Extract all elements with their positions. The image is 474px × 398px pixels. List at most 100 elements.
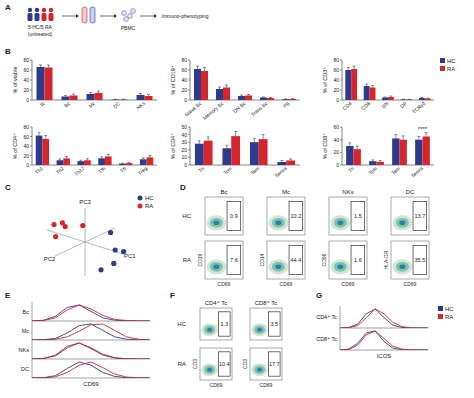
cell-icon [124, 17, 129, 22]
bar [400, 140, 407, 165]
density-contour [207, 259, 227, 274]
y-tick-label: 60 [23, 134, 29, 140]
gate-percentage: 0.9 [230, 213, 238, 219]
bar [37, 67, 45, 100]
density-contour [337, 221, 343, 226]
bar [204, 141, 213, 165]
bar [147, 157, 154, 165]
legend-swatch [438, 306, 443, 311]
y-tick [340, 80, 342, 81]
axis-label: PC2 [44, 256, 56, 262]
bar [406, 99, 412, 100]
gate-percentage: 3.5 [270, 321, 278, 327]
x-tick-label: Tn [347, 165, 355, 173]
histogram-curve [32, 324, 150, 340]
x-tick-label: DP [399, 100, 409, 109]
tube-icon [82, 7, 87, 23]
histogram-curve [32, 362, 150, 378]
bar [105, 156, 112, 165]
error-bar [420, 97, 423, 99]
legend-label: RA [445, 314, 453, 320]
point [53, 234, 58, 239]
gate-percentage: 35.5 [415, 257, 426, 263]
density-contour [334, 262, 347, 272]
histogram-curve [340, 309, 428, 328]
column-title: Mc [282, 189, 290, 195]
annotation: **** [418, 126, 428, 132]
panel-letter: E [5, 291, 11, 300]
error-bar [225, 145, 228, 148]
x-tick-label: Tfr [119, 165, 128, 174]
density-contour [257, 328, 262, 332]
error-bar [207, 137, 210, 141]
error-bar [291, 98, 294, 99]
y-axis-label: CD3 [192, 359, 198, 369]
bar [42, 139, 49, 165]
density-contour [207, 368, 212, 372]
point [108, 230, 113, 235]
bar [145, 96, 153, 100]
x-tick-label: DC [112, 100, 122, 109]
figure: ABCDEFG5 HC/5 RA(untreated)PBMCImmuno-ph… [0, 0, 474, 398]
bar [245, 96, 252, 101]
bar [126, 163, 133, 165]
error-bar [58, 159, 61, 160]
x-tick-label: CD4 [341, 100, 353, 111]
y-tick [188, 70, 190, 71]
density-contour [269, 259, 289, 274]
gate-percentage: 10.4 [219, 361, 230, 367]
x-tick-label: Tem [390, 165, 401, 176]
density-contour [272, 218, 285, 228]
x-axis-label: CD69 [210, 382, 223, 388]
x-tick-label: Memory Bc [201, 100, 225, 121]
y-tick-label: 20 [181, 87, 187, 93]
y-axis-label: CD14 [259, 253, 265, 266]
bar [250, 142, 259, 165]
y-tick [340, 100, 342, 101]
y-tick-label: 0 [26, 162, 29, 168]
plot-area [32, 362, 150, 378]
gate-percentage: 17.7 [269, 361, 280, 367]
y-tick-label: 0 [336, 162, 339, 168]
point [111, 261, 116, 266]
gate [269, 312, 281, 336]
bar [354, 149, 361, 165]
plot-area [32, 324, 150, 340]
x-tick-label: PB [282, 100, 291, 109]
y-tick-label: 40 [333, 77, 339, 83]
y-tick-label: 40 [23, 77, 29, 83]
error-bar [121, 163, 124, 164]
column-title: CD4⁺ Tc [205, 300, 228, 306]
person-icon [28, 8, 32, 12]
density-contour [399, 265, 405, 270]
x-axis-label: CD69 [404, 281, 417, 287]
point [98, 267, 103, 272]
bar [222, 148, 231, 165]
density-contour [251, 363, 268, 376]
y-tick-label: 60 [181, 67, 187, 73]
y-tick-label: 40 [181, 77, 187, 83]
bar [195, 144, 204, 165]
error-bar [39, 65, 42, 67]
plot-area [345, 66, 430, 100]
x-tick-label: Tcm [222, 165, 233, 175]
bar [346, 146, 353, 165]
bar [345, 70, 351, 100]
schematic-text: PBMC [121, 25, 136, 31]
bar [120, 99, 128, 100]
x-tick-label: Treg [137, 165, 149, 176]
y-tick-label: 40 [333, 137, 339, 143]
x-tick-label: Bc [63, 100, 72, 109]
y-axis-label: CD56 [321, 253, 327, 266]
gate-percentage: 13.7 [415, 213, 426, 219]
histogram-curve [32, 305, 150, 321]
y-tick [188, 90, 190, 91]
panel-letter: C [5, 183, 11, 192]
axis-label: PC3 [79, 199, 91, 205]
density-contour [254, 326, 265, 334]
error-bar [262, 135, 265, 140]
y-axis-label: CD3 [242, 359, 248, 369]
error-bar [262, 97, 265, 99]
bar [63, 158, 70, 165]
schematic-text: 5 HC/5 RA [28, 24, 53, 30]
